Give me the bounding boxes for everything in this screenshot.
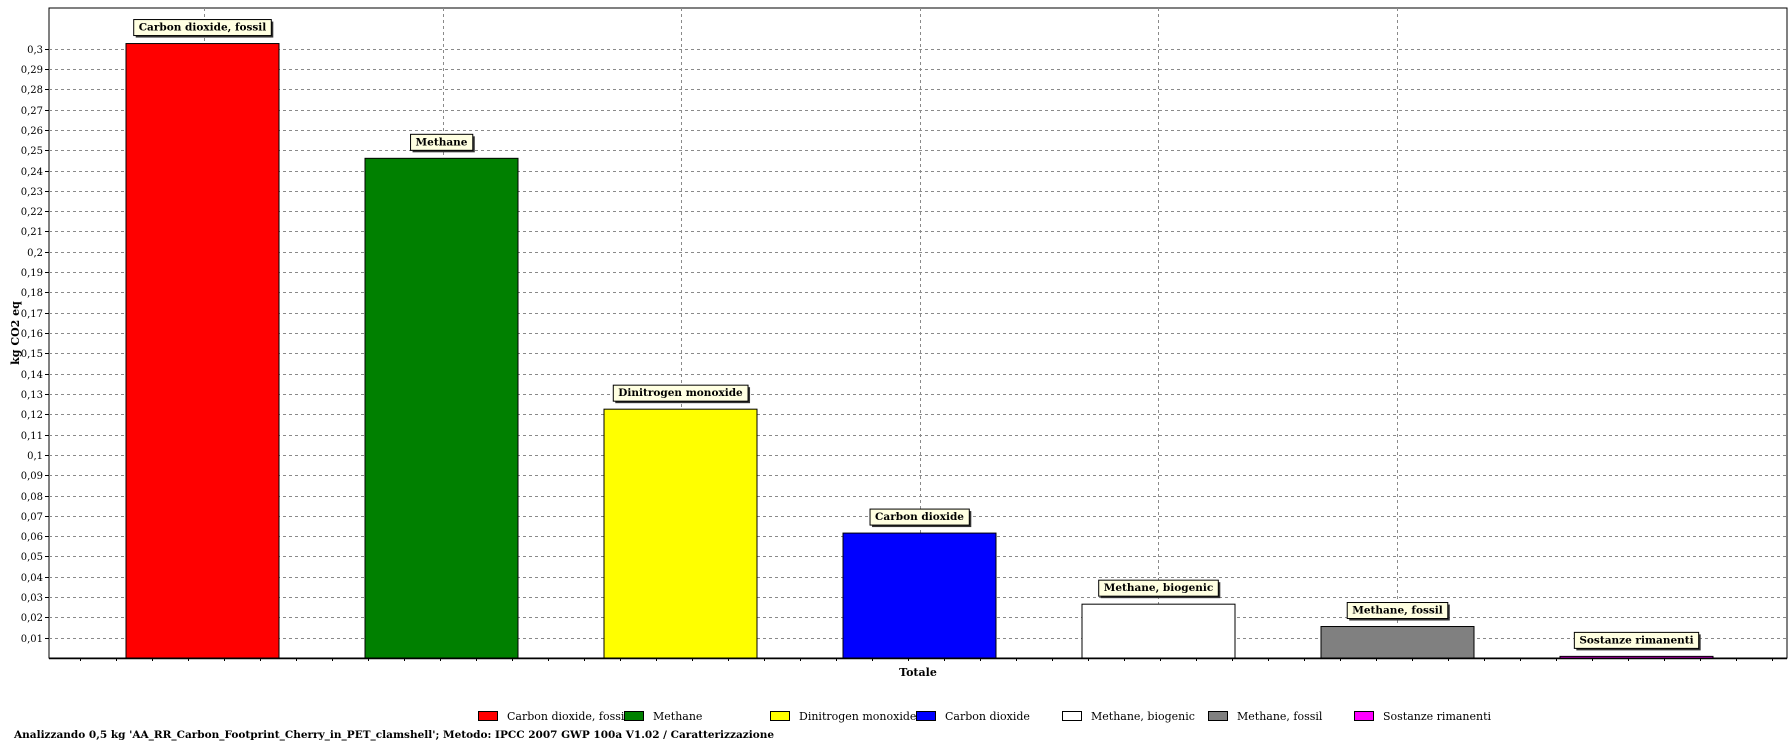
bar-callout-text: Methane, fossil [1352, 605, 1443, 617]
y-tick-label: 0,17 [21, 309, 43, 320]
bar-callout: Methane, biogenic [1098, 579, 1221, 599]
bar-callout-text: Carbon dioxide [875, 511, 964, 523]
y-tick-label: 0,11 [21, 431, 43, 442]
legend-swatch [1354, 711, 1374, 721]
legend: Carbon dioxide, fossil Methane Dinitrogen … [478, 707, 1678, 725]
legend-label: Methane [653, 709, 703, 723]
bar-callout-text: Methane, biogenic [1104, 582, 1214, 594]
y-tick-label: 0,07 [21, 512, 43, 523]
bar-methane-fossil[interactable] [1320, 626, 1475, 659]
y-tick-label: 0,22 [21, 207, 43, 218]
callout-box [133, 19, 272, 37]
legend-label: Methane, fossil [1237, 709, 1323, 723]
legend-item-carbon-dioxide-fossil[interactable]: Carbon dioxide, fossil [478, 707, 628, 725]
bars [125, 43, 1714, 659]
bar-callout: Carbon dioxide [869, 508, 972, 528]
legend-item-carbon-dioxide[interactable]: Carbon dioxide [916, 707, 1030, 725]
y-tick-label: 0,18 [21, 288, 43, 299]
bar-carbon-dioxide[interactable] [842, 532, 997, 659]
y-tick-label: 0,1 [27, 451, 43, 462]
analysis-caption: Analizzando 0,5 kg 'AA_RR_Carbon_Footpri… [14, 729, 775, 741]
legend-item-sostanze-rimanenti[interactable]: Sostanze rimanenti [1354, 707, 1491, 725]
bar-methane[interactable] [364, 157, 519, 659]
legend-label: Carbon dioxide [945, 709, 1030, 723]
y-tick-label: 0,19 [21, 268, 43, 279]
y-tick-label: 0,09 [21, 471, 43, 482]
bar-dinitrogen-monoxide[interactable] [603, 408, 758, 659]
callout-box [1346, 602, 1449, 620]
y-tick-label: 0,08 [21, 492, 43, 503]
bar-carbon-dioxide-fossil[interactable] [125, 43, 280, 659]
bar-methane-biogenic[interactable] [1081, 603, 1236, 659]
y-tick-label: 0,05 [21, 552, 43, 563]
y-tick-label: 0,28 [21, 85, 43, 96]
y-tick-label: 0,03 [21, 593, 43, 604]
legend-label: Methane, biogenic [1091, 709, 1195, 723]
callout-box [612, 384, 749, 402]
legend-swatch [624, 711, 644, 721]
legend-swatch [478, 711, 498, 721]
bar-callout-text: Sostanze rimanenti [1579, 634, 1693, 646]
legend-label: Dinitrogen monoxide [799, 709, 917, 723]
y-tick-label: 0,16 [21, 329, 43, 340]
y-tick-label: 0,01 [21, 634, 43, 645]
x-axis-title: Totale [899, 666, 937, 679]
y-tick-label: 0,06 [21, 532, 43, 543]
legend-item-dinitrogen-monoxide[interactable]: Dinitrogen monoxide [770, 707, 916, 725]
bar-callout: Sostanze rimanenti [1573, 631, 1701, 651]
callout-box [869, 508, 970, 526]
y-tick-label: 0,26 [21, 126, 43, 137]
callout-box [410, 133, 474, 151]
bar-callout-text: Dinitrogen monoxide [618, 387, 743, 399]
legend-swatch [1062, 711, 1082, 721]
y-tick-label: 0,24 [21, 167, 43, 178]
bar-chart: 0,01 0,02 0,03 0,04 0,05 0,06 0,07 0,08 0,09 0,1 0… [9, 7, 1788, 679]
y-tick-label: 0,13 [21, 390, 43, 401]
legend-swatch [1208, 711, 1228, 721]
legend-swatch [916, 711, 936, 721]
bar-sostanze-rimanenti[interactable] [1559, 655, 1714, 659]
y-tick-label: 0,21 [21, 227, 43, 238]
callout-box [1573, 631, 1700, 649]
legend-label: Carbon dioxide, fossil [507, 709, 628, 723]
bar-callout: Dinitrogen monoxide [612, 384, 751, 404]
legend-label: Sostanze rimanenti [1383, 709, 1492, 723]
bar-callout-text: Carbon dioxide, fossil [139, 22, 267, 34]
y-tick-label: 0,15 [21, 349, 43, 360]
y-tick-label: 0,27 [21, 106, 43, 117]
legend-swatch [770, 711, 790, 721]
bar-callout-text: Methane [416, 136, 468, 148]
y-tick-label: 0,23 [21, 187, 43, 198]
callout-box [1098, 579, 1219, 597]
y-tick-label: 0,02 [21, 613, 43, 624]
y-tick-label: 0,29 [21, 65, 43, 76]
y-tick-label: 0,2 [27, 248, 43, 259]
legend-item-methane-biogenic[interactable]: Methane, biogenic [1062, 707, 1195, 725]
legend-item-methane-fossil[interactable]: Methane, fossil [1208, 707, 1322, 725]
y-tick-label: 0,25 [21, 146, 43, 157]
bar-callout: Methane, fossil [1346, 602, 1450, 621]
y-axis-title: kg CO2 eq [9, 301, 22, 365]
y-tick-label: 0,14 [21, 370, 43, 381]
y-tick-label: 0,3 [27, 45, 43, 56]
bar-callout: Carbon dioxide, fossil [133, 19, 274, 38]
bar-callout: Methane [410, 133, 475, 153]
y-tick-label: 0,12 [21, 410, 43, 421]
legend-item-methane[interactable]: Methane [624, 707, 702, 725]
bar-callouts: Carbon dioxide, fossil Methane Dinitrogen … [133, 19, 1701, 651]
y-tick-label: 0,04 [21, 573, 43, 584]
